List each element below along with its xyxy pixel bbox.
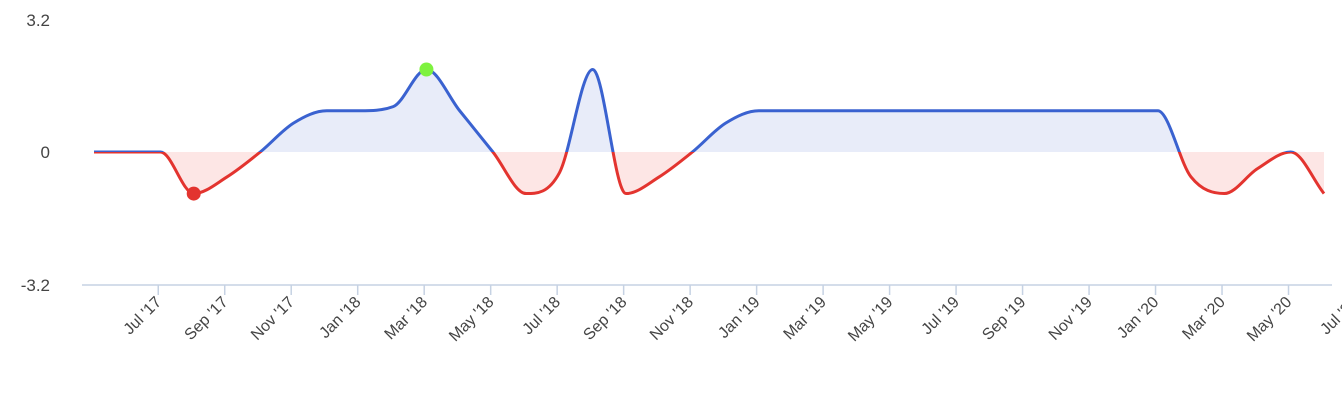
x-tick-label: Nov '18 (647, 294, 697, 344)
y-tick-label: -3.2 (21, 276, 50, 295)
y-tick-label: 3.2 (26, 11, 50, 30)
series-lines (93, 68, 1326, 196)
y-tick-label: 0 (41, 143, 50, 162)
x-tick-label: Jul '19 (919, 294, 963, 338)
min-point-marker (186, 186, 201, 201)
positive-area-fill (94, 69, 1324, 152)
x-tick-label: Sep '17 (182, 294, 232, 344)
series-line-positive (94, 68, 1296, 152)
area-fills (94, 69, 1324, 194)
x-tick-label: Mar '18 (382, 294, 431, 343)
x-tick-label: Mar '19 (781, 294, 830, 343)
x-tick-label: Jul '20 (1317, 294, 1342, 338)
x-axis: Jul '17 Sep '17 Nov '17 Jan '18 Mar '18 May '… (82, 284, 1342, 345)
x-tick-label: Mar '20 (1179, 294, 1228, 343)
extreme-markers (186, 62, 434, 201)
x-tick-label: Jul '18 (520, 294, 564, 338)
x-tick-label: May '18 (446, 294, 497, 345)
x-tick-label: May '19 (845, 294, 896, 345)
x-tick-label: Sep '19 (979, 294, 1029, 344)
x-tick-label: Nov '19 (1046, 294, 1096, 344)
x-tick-label: Jan '18 (316, 294, 364, 342)
x-tick-label: Sep '18 (580, 294, 630, 344)
y-axis: 3.2 0 -3.2 (21, 11, 50, 295)
x-tick-label: Nov '17 (248, 294, 298, 344)
x-tick-label: May '20 (1244, 294, 1295, 345)
negative-area-fill (94, 152, 1324, 194)
x-tick-label: Jul '17 (121, 294, 165, 338)
x-tick-label: Jan '19 (715, 294, 763, 342)
x-tick-label: Jan '20 (1114, 294, 1162, 342)
max-point-marker (419, 62, 434, 77)
